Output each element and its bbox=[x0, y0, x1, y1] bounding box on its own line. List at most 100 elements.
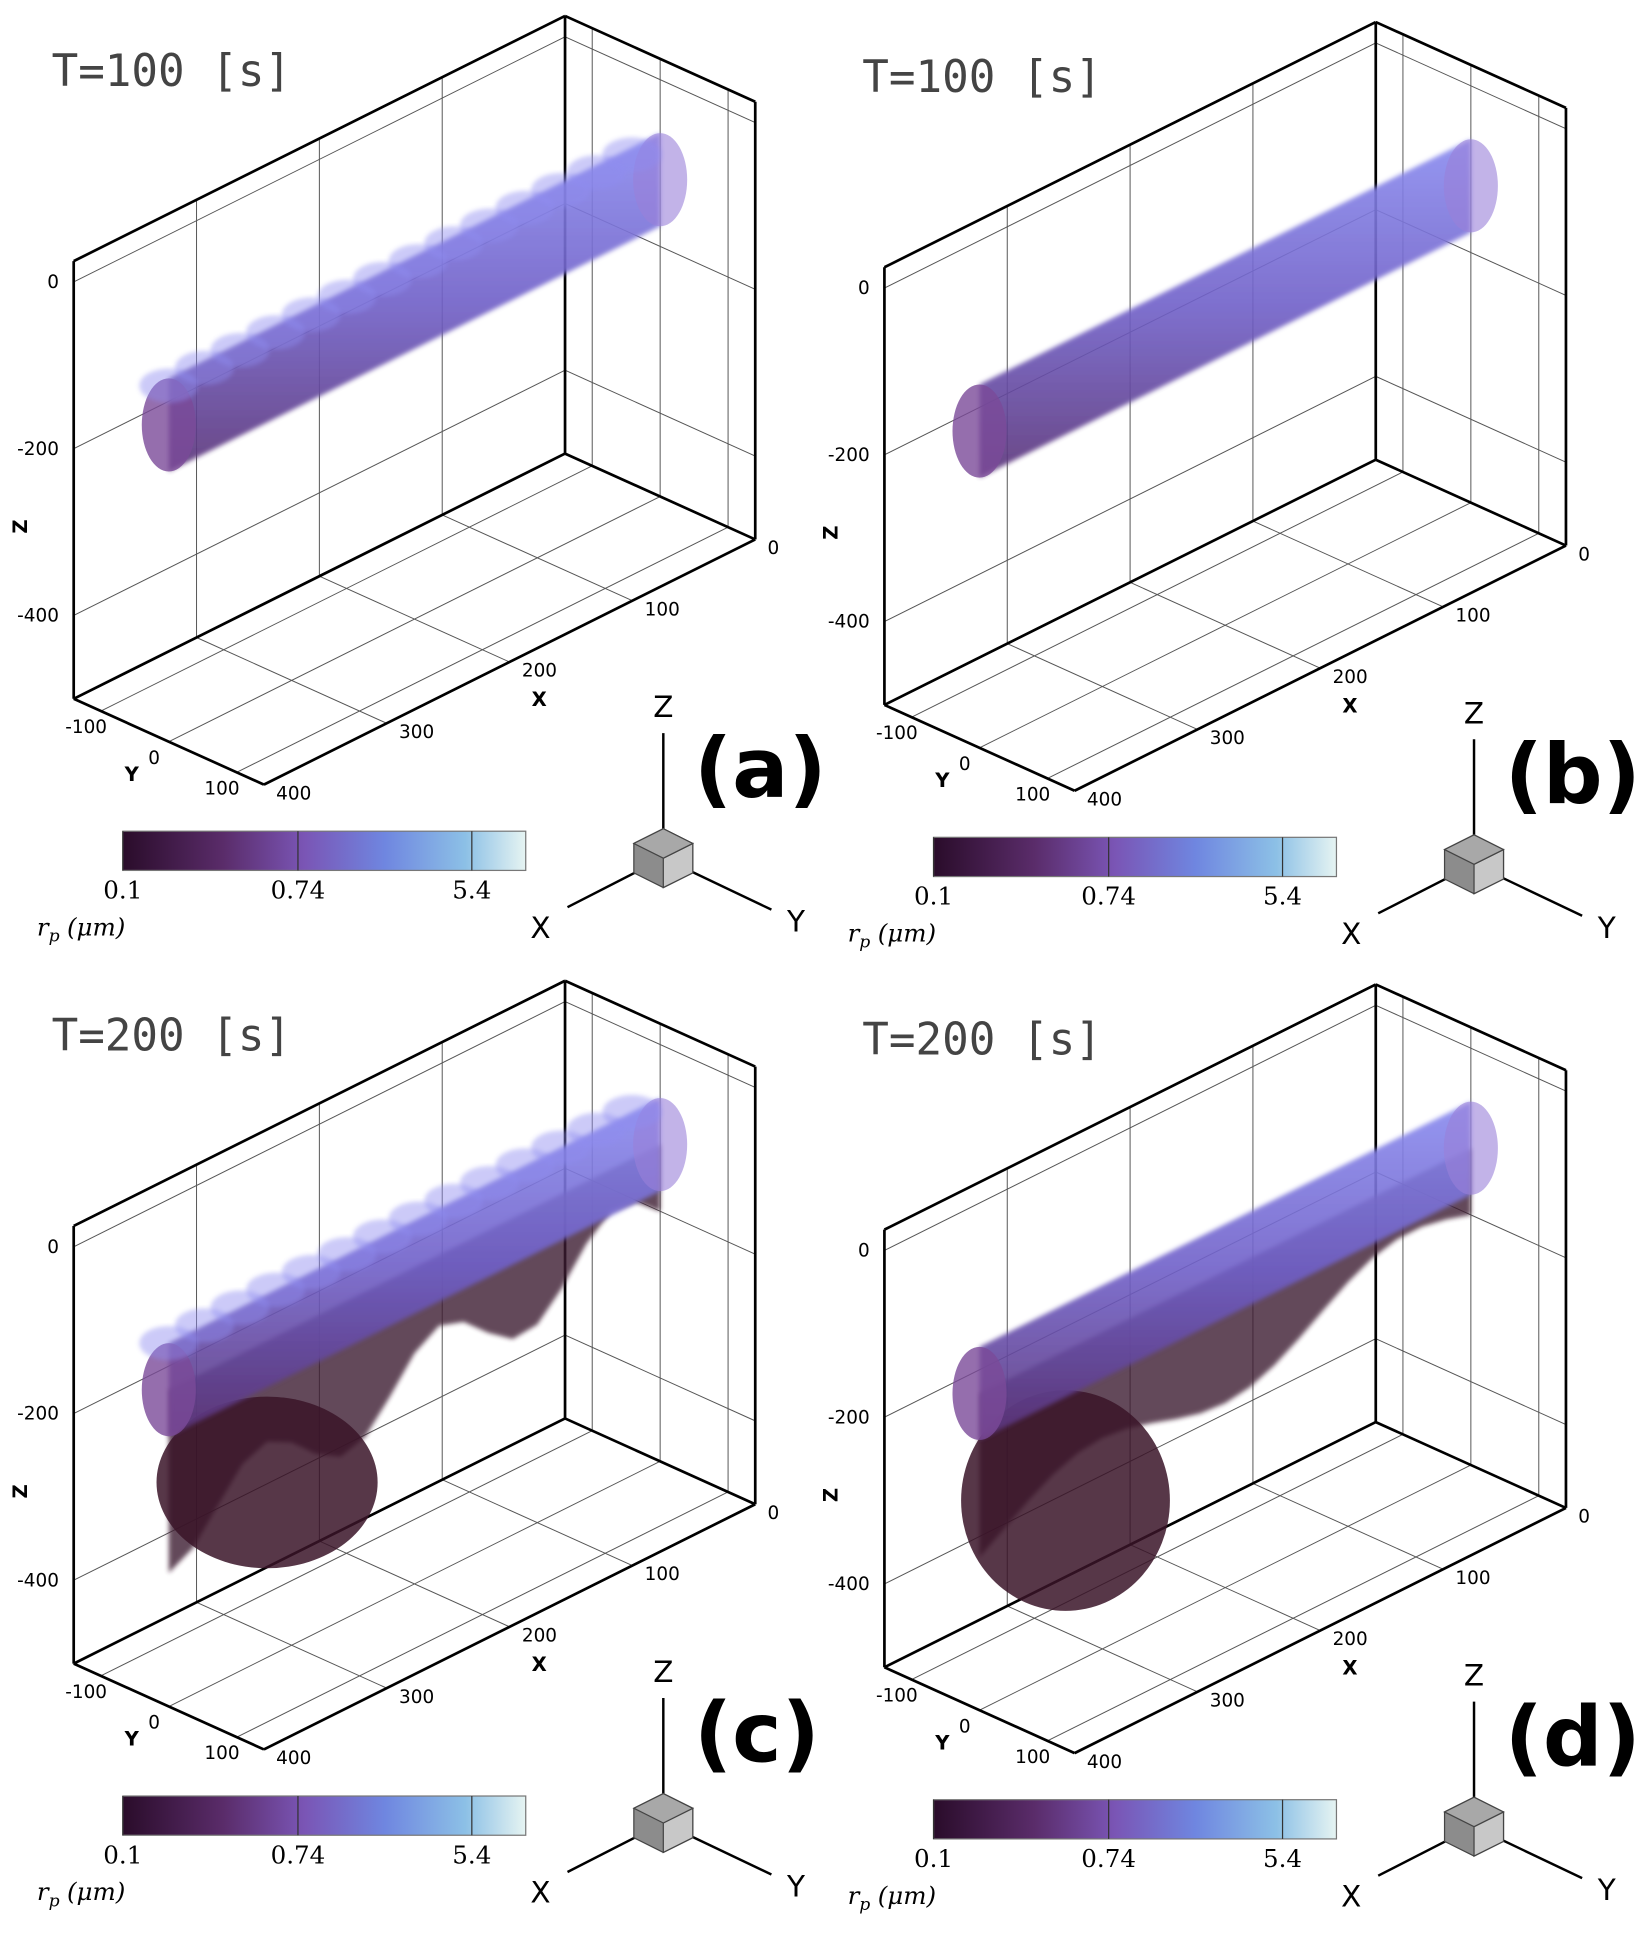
grid-line bbox=[168, 1460, 661, 1707]
x-tick-label: 200 bbox=[1333, 667, 1368, 688]
box-edge bbox=[883, 703, 1076, 792]
plume-eddy bbox=[602, 1094, 662, 1130]
box-edge bbox=[263, 538, 756, 786]
colorbar-title: rp (μm) bbox=[37, 912, 126, 946]
triad-label: X bbox=[530, 1876, 550, 1910]
z-tick-label: -400 bbox=[828, 1574, 870, 1595]
y-tick-label: -100 bbox=[65, 717, 107, 738]
x-axis-title: X bbox=[532, 688, 547, 711]
z-tick-label: 0 bbox=[858, 278, 870, 299]
z-axis-title: Z bbox=[820, 1488, 843, 1502]
x-tick-label: 300 bbox=[399, 722, 434, 743]
time-label: T=100 [s] bbox=[862, 52, 1102, 103]
grid-line bbox=[911, 471, 1404, 718]
colorbar-tick-label: 0.1 bbox=[914, 882, 953, 911]
grid-line bbox=[236, 1491, 729, 1738]
colorbar-subscript: p bbox=[859, 1895, 870, 1915]
box-edge bbox=[883, 983, 1377, 1231]
colorbar-tick-label: 0.74 bbox=[1081, 1844, 1136, 1873]
time-label: T=200 [s] bbox=[52, 1011, 292, 1062]
x-tick-label: 100 bbox=[1455, 606, 1490, 627]
panel: 0 -200 -400 0 100 200 300 400 -100 0 100 Z X Y T=200 [… bbox=[820, 983, 1641, 1915]
colorbar bbox=[122, 830, 527, 872]
triad-label: Z bbox=[653, 1655, 673, 1689]
y-tick-label: 100 bbox=[204, 778, 239, 799]
x-tick-label: 0 bbox=[768, 1503, 780, 1524]
z-axis-title: Z bbox=[9, 519, 32, 533]
x-axis-title: X bbox=[532, 1653, 547, 1676]
colorbar-tick-label: 0.1 bbox=[103, 876, 142, 905]
x-axis-title: X bbox=[1342, 1657, 1357, 1680]
box-edge bbox=[883, 1666, 1076, 1755]
panel-label: (a) bbox=[694, 720, 827, 817]
x-tick-label: 300 bbox=[399, 1687, 434, 1708]
y-tick-label: 0 bbox=[959, 754, 971, 775]
x-tick-label: 300 bbox=[1210, 728, 1245, 749]
colorbar-symbol: r bbox=[37, 1877, 50, 1906]
box-edge bbox=[564, 14, 756, 103]
x-tick-label: 0 bbox=[768, 538, 780, 559]
colorbar-tick-label: 0.1 bbox=[103, 1840, 142, 1869]
triad-label: Z bbox=[653, 690, 673, 724]
colorbar bbox=[932, 836, 1338, 878]
colorbar-unit: (μm) bbox=[878, 1881, 936, 1910]
x-tick-label: 400 bbox=[1087, 1752, 1122, 1773]
x-tick-label: 100 bbox=[1455, 1568, 1490, 1589]
z-tick-label: -400 bbox=[17, 606, 59, 627]
box-edge bbox=[1375, 458, 1567, 547]
panel-label: (b) bbox=[1505, 726, 1641, 823]
z-tick-label: -400 bbox=[828, 612, 870, 633]
tube-end bbox=[1443, 1101, 1498, 1195]
panel-label: (c) bbox=[694, 1685, 820, 1782]
grid-line bbox=[236, 526, 729, 773]
colorbar-unit: (μm) bbox=[67, 1877, 125, 1906]
triad-cube-top bbox=[1443, 834, 1505, 865]
box-edge bbox=[564, 452, 756, 541]
triad-label: Y bbox=[786, 1870, 806, 1904]
colorbar-tick-label: 5.4 bbox=[1263, 1844, 1302, 1873]
time-label: T=100 [s] bbox=[52, 46, 292, 97]
box-edge bbox=[1375, 983, 1567, 1072]
z-tick-label: 0 bbox=[47, 1237, 59, 1258]
box-edge bbox=[883, 20, 1377, 269]
x-axis-title: X bbox=[1342, 694, 1357, 717]
vortex bbox=[961, 1390, 1170, 1611]
plume-tube bbox=[979, 139, 1471, 478]
x-tick-label: 400 bbox=[276, 1748, 311, 1769]
box-edge bbox=[1074, 544, 1567, 792]
grid-line bbox=[884, 42, 1376, 289]
z-tick-label: 0 bbox=[47, 272, 59, 293]
triad-label: Y bbox=[1597, 1873, 1617, 1907]
x-tick-label: 100 bbox=[645, 599, 680, 620]
triad-label: X bbox=[530, 911, 550, 945]
z-tick-label: 0 bbox=[858, 1241, 870, 1262]
colorbar-tick-label: 0.74 bbox=[1081, 882, 1136, 911]
box-edge bbox=[263, 1503, 756, 1751]
colorbar-subscript: p bbox=[49, 1891, 60, 1911]
colorbar-unit: (μm) bbox=[67, 912, 125, 941]
y-tick-label: 0 bbox=[148, 1713, 160, 1734]
y-tick-label: -100 bbox=[65, 1682, 107, 1703]
box-edge bbox=[73, 1662, 265, 1751]
grid-line bbox=[884, 375, 1376, 622]
vortex bbox=[156, 1396, 378, 1569]
grid-line bbox=[100, 1430, 593, 1677]
colorbar-tick-label: 0.74 bbox=[271, 1840, 326, 1869]
x-tick-label: 100 bbox=[645, 1564, 680, 1585]
tube-end bbox=[141, 1343, 196, 1437]
y-tick-label: 100 bbox=[1015, 1747, 1050, 1768]
grid-line bbox=[73, 1001, 566, 1248]
colorbar-title: rp (μm) bbox=[848, 1881, 937, 1915]
time-label: T=200 [s] bbox=[862, 1014, 1102, 1065]
y-tick-label: 100 bbox=[1015, 785, 1050, 806]
box-edge bbox=[564, 979, 756, 1068]
x-tick-label: 200 bbox=[522, 1626, 557, 1647]
colorbar bbox=[122, 1795, 527, 1836]
colorbar-subscript: p bbox=[859, 933, 870, 953]
panel-label: (d) bbox=[1505, 1688, 1641, 1785]
grid-line bbox=[911, 1433, 1404, 1680]
panel: 0 -200 -400 0 100 200 300 400 -100 0 100 Z X Y T=200 [… bbox=[9, 979, 820, 1911]
box-edge bbox=[883, 458, 1377, 707]
panel: 0 -200 -400 0 100 200 300 400 -100 0 100 Z X Y T=100 [… bbox=[820, 20, 1641, 953]
